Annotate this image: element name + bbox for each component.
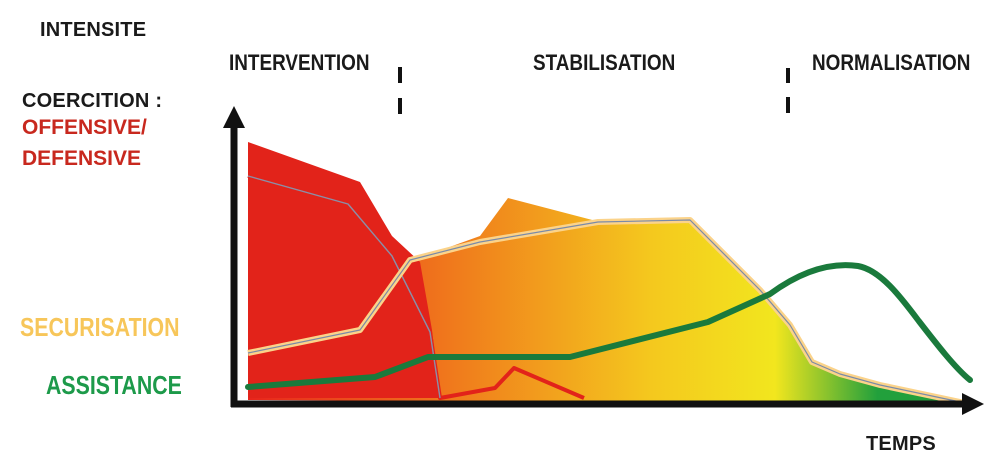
phase-label-intervention: INTERVENTION [229,50,370,75]
coercion-label: COERCITION : [22,90,163,112]
phase-divider-1 [398,67,402,114]
coercion-area [248,142,440,398]
securisation-inner-line [247,219,966,404]
y-axis [223,106,245,407]
coercion-sub-defensive: DEFENSIVE [22,147,142,170]
phase-divider-2 [786,68,790,113]
assistance-line [245,262,973,390]
y-axis-title: INTENSITE [40,19,147,41]
phase-label-normalisation: NORMALISATION [812,50,971,75]
phase-label-stabilisation: STABILISATION [533,50,676,75]
coercion-sub-offensive: OFFENSIVE/ [22,116,147,139]
x-axis-label: TEMPS [866,433,936,455]
x-axis [231,393,984,415]
securisation-label: SECURISATION [20,312,180,342]
assistance-label: ASSISTANCE [46,370,182,400]
